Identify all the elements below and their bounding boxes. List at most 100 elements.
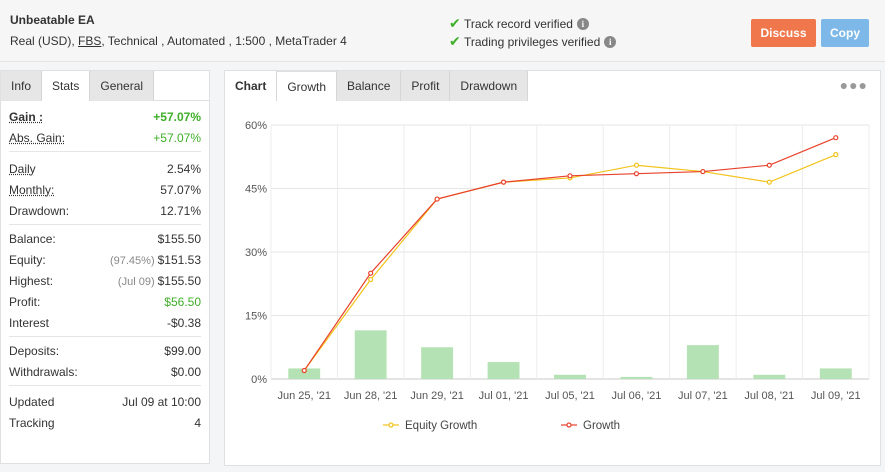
data-point <box>368 270 374 276</box>
data-point <box>633 162 640 168</box>
stat-deposits: Deposits: $99.00 <box>9 340 201 361</box>
divider <box>9 224 201 228</box>
x-tick-label: Jul 08, '21 <box>744 390 794 402</box>
stat-highest: Highest: (Jul 09) $155.50 <box>9 270 201 291</box>
deposits-value: $99.00 <box>164 343 201 358</box>
x-tick-label: Jul 06, '21 <box>612 390 662 402</box>
tab-profit[interactable]: Profit <box>401 71 451 101</box>
x-tick-label: Jul 05, '21 <box>545 390 595 402</box>
y-tick-label: 30% <box>245 247 267 259</box>
y-tick-label: 0% <box>251 374 267 386</box>
gain-value: +57.07% <box>153 109 201 124</box>
check-icon: ✔ <box>449 33 461 49</box>
drawdown-label: Drawdown: <box>9 203 70 218</box>
stat-tracking: Tracking 4 <box>9 412 201 433</box>
bar <box>421 347 454 379</box>
account-header: Unbeatable EA Real (USD), FBS, Technical… <box>0 0 885 62</box>
x-tick-label: Jul 07, '21 <box>678 390 728 402</box>
stat-balance: Balance: $155.50 <box>9 228 201 249</box>
profit-label: Profit: <box>9 294 41 309</box>
info-icon[interactable]: i <box>576 17 589 30</box>
stats-list: Gain : +57.07% Abs. Gain: +57.07% Daily … <box>1 106 209 433</box>
legend-marker <box>566 422 572 428</box>
bar <box>686 345 719 379</box>
equity-value: $151.53 <box>157 252 201 267</box>
account-title: Unbeatable EA <box>10 13 95 27</box>
stats-tabs: Info Stats General <box>1 71 209 101</box>
bar <box>554 374 586 379</box>
data-point <box>766 179 772 185</box>
stat-interest: Interest -$0.38 <box>9 312 201 333</box>
data-point <box>833 135 839 141</box>
growth-chart: 0% 15% 30% 45% 60% Jun 25, '21 Jun 28, '21 Jun … <box>245 120 870 432</box>
withdrawals-label: Withdrawals: <box>9 364 78 379</box>
daily-value: 2.54% <box>166 161 201 176</box>
account-details: , Technical , Automated , 1:500 , MetaTr… <box>101 34 347 48</box>
chart-tabs: Chart Growth Balance Profit Drawdown <box>225 71 880 101</box>
legend-label: Growth <box>583 420 620 432</box>
tracking-value: 4 <box>194 415 201 430</box>
stat-abs-gain: Abs. Gain: +57.07% <box>9 127 201 148</box>
highest-date: (Jul 09) <box>117 275 155 288</box>
x-tick-label: Jun 28, '21 <box>344 390 397 402</box>
gain-label[interactable]: Gain : <box>9 109 44 124</box>
stat-drawdown: Drawdown: 12.71% <box>9 200 201 221</box>
data-point <box>434 196 440 202</box>
broker-link[interactable]: FBS <box>78 34 102 48</box>
x-tick-label: Jul 09, '21 <box>811 390 861 402</box>
interest-value: -$0.38 <box>166 315 201 330</box>
x-tick-label: Jul 01, '21 <box>479 390 529 402</box>
info-icon[interactable]: i <box>604 35 617 48</box>
daily-label[interactable]: Daily <box>9 161 36 176</box>
equity-value-group: (97.45%) $151.53 <box>110 253 201 267</box>
data-point <box>301 367 307 374</box>
bar <box>288 368 321 379</box>
tab-balance[interactable]: Balance <box>337 71 402 101</box>
divider <box>9 336 201 340</box>
data-point <box>500 179 507 185</box>
withdrawals-value: $0.00 <box>170 364 201 379</box>
monthly-label[interactable]: Monthly: <box>9 182 55 197</box>
profit-value: $56.50 <box>164 294 201 309</box>
balance-label: Balance: <box>9 231 56 246</box>
bar <box>620 376 653 379</box>
y-tick-label: 15% <box>245 311 267 323</box>
account-subtitle: Real (USD), FBS, Technical , Automated ,… <box>10 34 347 48</box>
x-tick-label: Jun 25, '21 <box>277 390 330 402</box>
equity-label: Equity: <box>9 252 46 267</box>
tab-info[interactable]: Info <box>1 71 43 101</box>
tab-general[interactable]: General <box>90 71 155 101</box>
bar <box>819 368 852 379</box>
highest-label: Highest: <box>9 273 54 288</box>
updated-value: Jul 09 at 10:00 <box>122 394 201 409</box>
y-tick-label: 60% <box>245 120 267 132</box>
track-record-verified: ✔ Track record verified i <box>449 15 589 32</box>
balance-value: $155.50 <box>157 231 201 246</box>
more-options-icon[interactable]: ●●● <box>839 77 868 93</box>
discuss-button[interactable]: Discuss <box>751 19 816 47</box>
monthly-value: 57.07% <box>160 182 201 197</box>
stat-withdrawals: Withdrawals: $0.00 <box>9 361 201 382</box>
stat-equity: Equity: (97.45%) $151.53 <box>9 249 201 270</box>
y-tick-label: 45% <box>245 184 267 196</box>
bar <box>354 330 387 379</box>
legend-marker <box>388 422 394 428</box>
tab-stats[interactable]: Stats <box>42 71 91 101</box>
tab-drawdown[interactable]: Drawdown <box>450 71 529 101</box>
chart-heading: Chart <box>225 71 278 101</box>
abs-gain-label[interactable]: Abs. Gain: <box>9 130 66 145</box>
interest-label: Interest <box>9 315 50 330</box>
divider <box>9 151 201 155</box>
data-point <box>766 162 772 168</box>
stat-profit: Profit: $56.50 <box>9 291 201 312</box>
copy-button[interactable]: Copy <box>821 19 869 47</box>
bar <box>753 374 786 379</box>
tab-growth[interactable]: Growth <box>277 71 338 101</box>
highest-value: $155.50 <box>157 273 201 288</box>
stat-daily: Daily 2.54% <box>9 158 201 179</box>
legend-label: Equity Growth <box>405 420 477 432</box>
stat-updated: Updated Jul 09 at 10:00 <box>9 391 201 412</box>
data-point <box>567 173 573 179</box>
data-point <box>833 152 839 158</box>
tracking-label: Tracking <box>9 415 55 430</box>
